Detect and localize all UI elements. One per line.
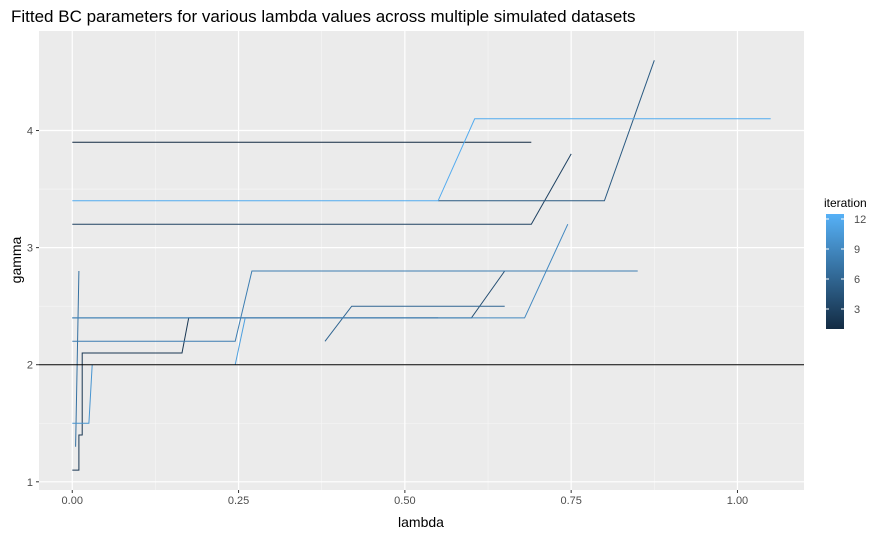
series-layer [72, 60, 771, 471]
x-tick-label: 0.75 [560, 495, 581, 507]
legend: iteration 3 6 9 12 [824, 196, 867, 329]
series-line-iteration-3 [72, 153, 572, 225]
x-tick-label: 0.50 [394, 495, 415, 507]
y-tick-label: 1 [27, 477, 33, 489]
series-line-iteration-9 [72, 223, 569, 319]
legend-ticks: 3 6 9 12 [826, 214, 866, 316]
legend-tick-label: 9 [854, 244, 860, 256]
series-line-iteration-5 [438, 60, 655, 202]
series-line-iteration-10 [72, 364, 93, 424]
y-tick-label: 4 [27, 126, 33, 138]
x-axis-ticks: 0.00 0.25 0.50 0.75 1.00 [62, 490, 748, 507]
x-axis-label: lambda [398, 514, 444, 530]
x-tick-label: 0.25 [228, 495, 249, 507]
legend-title: iteration [824, 196, 867, 210]
series-line-iteration-7 [75, 270, 80, 447]
legend-colorbar [826, 214, 844, 329]
series-line-iteration-6 [324, 305, 505, 342]
y-axis-ticks: 1 2 3 4 [27, 126, 39, 489]
y-tick-label: 3 [27, 243, 33, 255]
plot-panel [39, 31, 804, 490]
series-line-iteration-2 [72, 317, 439, 471]
y-axis-label: gamma [8, 236, 24, 283]
series-line-iteration-12 [72, 118, 771, 202]
legend-tick-label: 3 [854, 304, 860, 316]
x-tick-label: 1.00 [727, 495, 748, 507]
series-line-iteration-11 [234, 317, 246, 365]
y-tick-label: 2 [27, 360, 33, 372]
series-line-iteration-8 [72, 270, 638, 342]
chart-title: Fitted BC parameters for various lambda … [11, 7, 636, 26]
legend-tick-label: 12 [854, 214, 866, 226]
legend-tick-label: 6 [854, 274, 860, 286]
x-tick-label: 0.00 [62, 495, 83, 507]
